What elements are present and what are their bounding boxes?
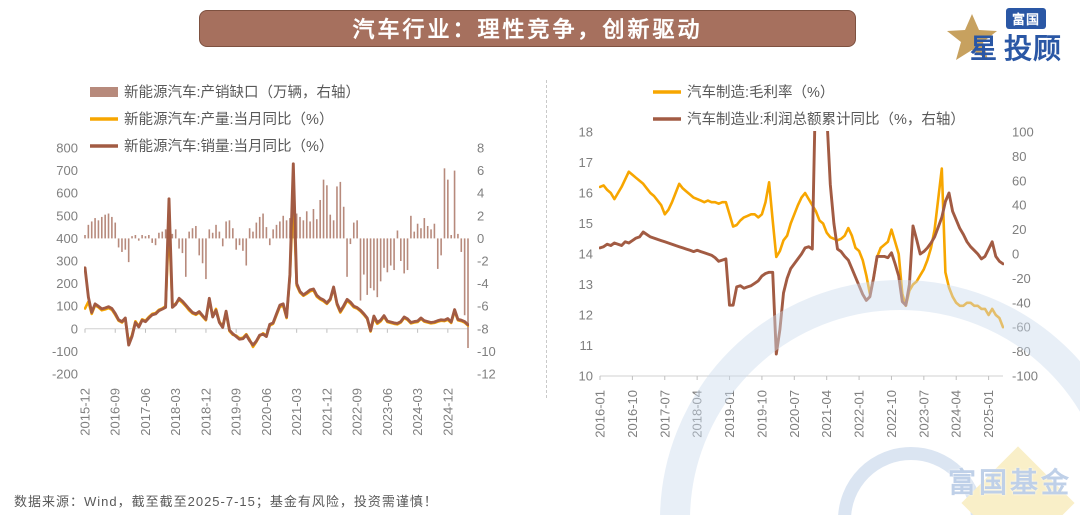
svg-text:-6: -6 bbox=[477, 299, 489, 314]
svg-text:8: 8 bbox=[477, 141, 484, 156]
svg-text:2022-09: 2022-09 bbox=[350, 388, 365, 436]
svg-text:17: 17 bbox=[579, 155, 593, 170]
svg-text:-40: -40 bbox=[1012, 295, 1031, 310]
svg-text:800: 800 bbox=[56, 141, 78, 156]
svg-text:-2: -2 bbox=[477, 254, 489, 269]
svg-text:2021-12: 2021-12 bbox=[319, 388, 334, 436]
svg-text:-20: -20 bbox=[1012, 271, 1031, 286]
svg-text:-100: -100 bbox=[52, 344, 78, 359]
svg-text:6: 6 bbox=[477, 163, 484, 178]
line-series bbox=[84, 162, 469, 347]
svg-text:16: 16 bbox=[579, 186, 593, 201]
svg-text:2023-06: 2023-06 bbox=[380, 388, 395, 436]
gold-star-icon bbox=[947, 14, 997, 60]
page-title: 汽车行业：理性竞争，创新驱动 bbox=[199, 10, 856, 47]
svg-text:0: 0 bbox=[71, 321, 78, 336]
line-series bbox=[599, 131, 1004, 356]
svg-text:700: 700 bbox=[56, 163, 78, 178]
svg-text:100: 100 bbox=[56, 299, 78, 314]
svg-text:80: 80 bbox=[1012, 149, 1026, 164]
svg-text:4: 4 bbox=[477, 186, 484, 201]
svg-text:-8: -8 bbox=[477, 321, 489, 336]
svg-text:0: 0 bbox=[1012, 247, 1019, 262]
svg-text:2016-09: 2016-09 bbox=[108, 388, 123, 436]
svg-text:14: 14 bbox=[579, 247, 593, 262]
svg-text:0: 0 bbox=[477, 231, 484, 246]
line-series bbox=[599, 167, 1004, 329]
svg-text:300: 300 bbox=[56, 254, 78, 269]
svg-text:2016-01: 2016-01 bbox=[593, 390, 608, 438]
watermark-text: 富国基金 bbox=[947, 467, 1072, 498]
logo-name: 投顾 bbox=[1004, 33, 1063, 64]
axis-labels: -200 -100 0 100 200 300 400 500 600 700 800 -12 -10 -… bbox=[52, 141, 496, 436]
nev-production-sales-chart: -200 -100 0 100 200 300 400 500 600 700 800 -12 -10 -… bbox=[28, 76, 536, 490]
svg-text:100: 100 bbox=[1012, 125, 1034, 140]
svg-text:200: 200 bbox=[56, 276, 78, 291]
panel-divider bbox=[546, 80, 547, 398]
svg-text:-4: -4 bbox=[477, 276, 489, 291]
svg-text:12: 12 bbox=[579, 308, 593, 323]
svg-text:2017-07: 2017-07 bbox=[657, 390, 672, 438]
svg-text:新能源汽车:产量:当月同比（%）: 新能源汽车:产量:当月同比（%） bbox=[124, 111, 333, 128]
svg-text:新能源汽车:产销缺口（万辆，右轴）: 新能源汽车:产销缺口（万辆，右轴） bbox=[124, 84, 360, 101]
svg-text:2018-12: 2018-12 bbox=[198, 388, 213, 436]
svg-text:2016-10: 2016-10 bbox=[625, 390, 640, 438]
logo-star-char: 星 bbox=[970, 34, 997, 64]
logo-badge: 富国 bbox=[1006, 8, 1047, 29]
svg-text:20: 20 bbox=[1012, 222, 1026, 237]
brand-logo: 星 富国 投顾 bbox=[946, 5, 1078, 67]
svg-text:11: 11 bbox=[580, 338, 594, 353]
svg-text:汽车制造业:利润总额累计同比（%，右轴）: 汽车制造业:利润总额累计同比（%，右轴） bbox=[687, 111, 965, 128]
svg-text:15: 15 bbox=[579, 216, 593, 231]
svg-text:400: 400 bbox=[56, 231, 78, 246]
legend: 新能源汽车:产销缺口（万辆，右轴） 新能源汽车:产量:当月同比（%） 新能源汽车:销… bbox=[90, 84, 360, 155]
svg-text:-12: -12 bbox=[477, 367, 496, 382]
svg-text:2021-03: 2021-03 bbox=[289, 388, 304, 436]
legend: 汽车制造:毛利率（%） 汽车制造业:利润总额累计同比（%，右轴） bbox=[653, 84, 965, 128]
svg-text:2024-12: 2024-12 bbox=[440, 388, 455, 436]
data-source-note: 数据来源：Wind，截至截至2025-7-15；基金有风险，投资需谨慎！ bbox=[14, 494, 438, 509]
chart-svg: -200 -100 0 100 200 300 400 500 600 700 800 -12 -10 -… bbox=[52, 84, 496, 436]
svg-text:600: 600 bbox=[56, 186, 78, 201]
svg-text:40: 40 bbox=[1012, 198, 1026, 213]
svg-text:2020-06: 2020-06 bbox=[259, 388, 274, 436]
bar-series bbox=[84, 168, 469, 349]
svg-text:500: 500 bbox=[56, 208, 78, 223]
svg-text:2015-12: 2015-12 bbox=[78, 388, 93, 436]
svg-text:汽车制造:毛利率（%）: 汽车制造:毛利率（%） bbox=[687, 84, 834, 101]
svg-text:18: 18 bbox=[579, 125, 593, 140]
svg-text:60: 60 bbox=[1012, 173, 1026, 188]
svg-text:-10: -10 bbox=[477, 344, 496, 359]
svg-text:-200: -200 bbox=[52, 367, 78, 382]
svg-text:13: 13 bbox=[579, 277, 593, 292]
svg-text:2018-03: 2018-03 bbox=[168, 388, 183, 436]
svg-text:新能源汽车:销量:当月同比（%）: 新能源汽车:销量:当月同比（%） bbox=[124, 138, 333, 155]
svg-text:2024-03: 2024-03 bbox=[410, 388, 425, 436]
svg-text:2: 2 bbox=[477, 208, 484, 223]
svg-text:10: 10 bbox=[579, 369, 593, 384]
svg-text:2017-06: 2017-06 bbox=[138, 388, 153, 436]
svg-text:2019-09: 2019-09 bbox=[229, 388, 244, 436]
